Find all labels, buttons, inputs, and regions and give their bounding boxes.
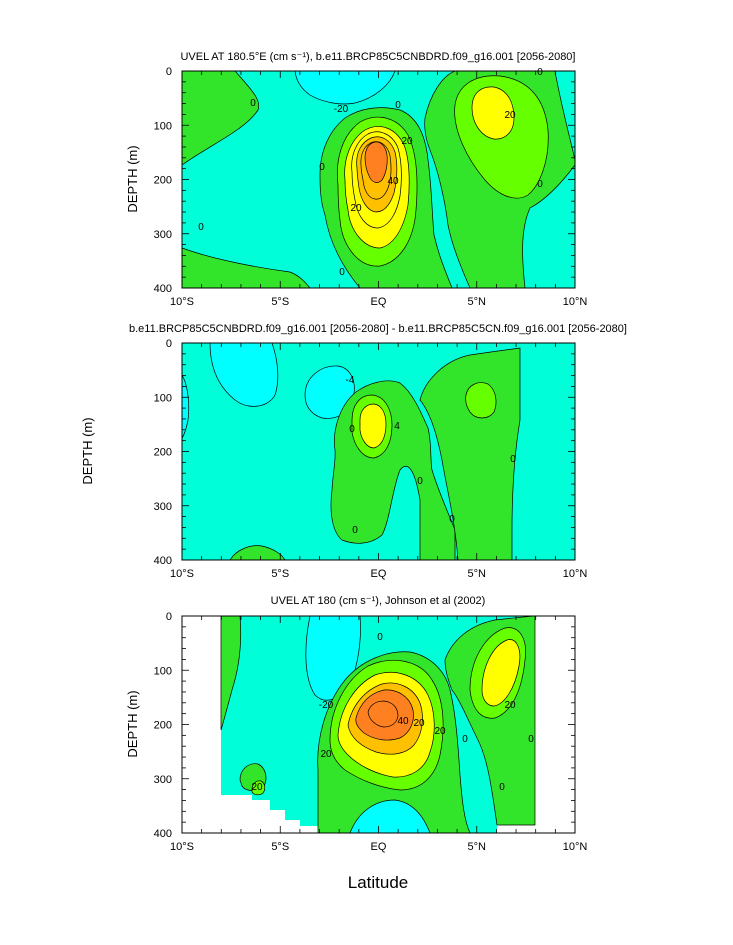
panel-3-ytick-label: 400: [154, 828, 172, 840]
panel-3-band-necc-yellow: [481, 639, 521, 707]
panel-2-band-lime-right: [465, 382, 497, 419]
panel-3-ylabel: DEPTH (m): [125, 690, 140, 757]
panel-3-band-left-green: [220, 616, 242, 731]
figure-xlabel: Latitude: [348, 873, 409, 892]
panel-2-ytick-label: 400: [154, 555, 172, 567]
panel-2-clabel-6: 0: [449, 514, 455, 525]
panel-1-xtick-label: 5°N: [468, 296, 487, 308]
panel-3-clabel-11: 20: [251, 782, 263, 793]
panel-1-clabel-12: 0: [537, 179, 543, 190]
panel-2-clabel-4: 0: [417, 476, 423, 487]
panel-2-ytick-label: 200: [154, 447, 172, 459]
panel-2-ylabel: DEPTH (m): [80, 417, 95, 484]
panel-3-ytick-label: 100: [154, 665, 172, 677]
panel-3-clabel-1: -20: [319, 700, 334, 711]
panel-3-xtick-label: 10°S: [170, 841, 194, 853]
panel-1-title: UVEL AT 180.5°E (cm s⁻¹), b.e11.BRCP85C5…: [180, 51, 575, 63]
panel-2-xtick-label: 10°S: [170, 568, 194, 580]
panel-3-band-euc-core: [367, 700, 399, 728]
panel-1-clabel-10: 20: [504, 110, 516, 121]
panel-3: UVEL AT 180 (cm s⁻¹), Johnson et al (200…: [125, 595, 587, 853]
panel-2-xtick-label: 10°N: [563, 568, 588, 580]
panel-2-clabel-3: 4: [394, 421, 400, 432]
panel-3-clabel-9: 0: [499, 782, 505, 793]
panel-3-ytick-label: 300: [154, 774, 172, 786]
panel-2-ytick-label: 0: [166, 338, 172, 350]
panel-1-clabel-2: 0: [250, 98, 256, 109]
panel-3-band-bottom-cyan: [349, 799, 431, 833]
panel-3-xtick-label: 10°N: [563, 841, 588, 853]
panel-3-xtick-label: 5°S: [271, 841, 289, 853]
panel-3-clabel-3: 20: [320, 749, 332, 760]
panel-2-clabel-1: -4: [346, 375, 355, 386]
panel-2-xtick-label: 5°S: [271, 568, 289, 580]
panel-2-ytick-label: 300: [154, 501, 172, 513]
panel-3-clabel-8: 0: [462, 734, 468, 745]
panel-1-clabel-5: 0: [198, 222, 204, 233]
panel-2-title: b.e11.BRCP85C5CNBDRD.f09_g16.001 [2056-2…: [129, 323, 627, 335]
panel-3-contour-field: [220, 616, 536, 833]
panel-2-clabel-7: 0: [510, 454, 516, 465]
panel-1-clabel-4: 0: [319, 162, 325, 173]
panel-1: UVEL AT 180.5°E (cm s⁻¹), b.e11.BRCP85C5…: [125, 51, 587, 308]
panel-3-clabel-5: 20: [413, 718, 425, 729]
panel-2-band-neg-edge: [182, 374, 190, 439]
panel-2: b.e11.BRCP85C5CNBDRD.f09_g16.001 [2056-2…: [80, 323, 627, 580]
panel-1-clabel-7: 20: [401, 136, 413, 147]
panel-2-clabel-2: 0: [349, 424, 355, 435]
panel-1-band-sec-cyan: [294, 71, 396, 105]
panel-1-ylabel: DEPTH (m): [125, 145, 140, 212]
panel-1-xtick-label: 5°S: [271, 296, 289, 308]
panel-2-band-neg-left: [209, 343, 279, 407]
panel-1-xtick-label: EQ: [371, 296, 387, 308]
panel-2-contour-labels: -4 0 4 0 0 0 0: [346, 375, 517, 536]
panel-3-contour-labels: -20 0 20 40 20 20 20 0 0 0 20: [251, 632, 534, 793]
panel-2-xtick-label: 5°N: [468, 568, 487, 580]
panel-1-clabel-1: -20: [334, 104, 349, 115]
panel-1-band-necc-yellow: [471, 86, 515, 140]
panel-3-clabel-2: 0: [377, 632, 383, 643]
panel-2-band-bottom-bump: [229, 545, 286, 560]
panel-2-band-yellow-core: [359, 403, 387, 449]
panel-1-clabel-3: 0: [395, 100, 401, 111]
panel-1-ytick-label: 0: [166, 66, 172, 78]
panel-3-ytick-label: 0: [166, 611, 172, 623]
panel-1-xtick-label: 10°S: [170, 296, 194, 308]
panel-1-xtick-label: 10°N: [563, 296, 588, 308]
panel-3-xtick-label: 5°N: [468, 841, 487, 853]
panel-3-clabel-4: 40: [397, 716, 409, 727]
panel-2-clabel-5: 0: [352, 525, 358, 536]
panel-1-contour-field: [182, 71, 575, 288]
panel-1-clabel-6: 0: [339, 267, 345, 278]
panel-1-clabel-9: 20: [350, 203, 362, 214]
panel-1-clabel-8: 40: [387, 176, 399, 187]
panel-3-clabel-10: 0: [528, 734, 534, 745]
panel-3-band-blob-lime: [251, 780, 266, 796]
panel-1-ytick-label: 300: [154, 229, 172, 241]
panel-3-xtick-label: EQ: [371, 841, 387, 853]
panel-1-band-left-bottom: [182, 247, 311, 288]
panel-1-ytick-label: 200: [154, 175, 172, 187]
panel-2-contour-field: [182, 343, 575, 560]
panel-1-ytick-label: 100: [154, 120, 172, 132]
panel-3-clabel-6: 20: [434, 726, 446, 737]
panel-1-clabel-11: 0: [537, 67, 543, 78]
panel-2-xtick-label: EQ: [371, 568, 387, 580]
panel-3-clabel-7: 20: [504, 700, 516, 711]
panel-1-band-left-top: [182, 71, 260, 166]
panel-3-title: UVEL AT 180 (cm s⁻¹), Johnson et al (200…: [271, 595, 486, 607]
panel-1-contour-labels: -20 0 0 0 0 0 20 40 20 20 0 0: [198, 67, 543, 278]
panel-2-ytick-label: 100: [154, 392, 172, 404]
panel-3-ytick-label: 200: [154, 720, 172, 732]
panel-1-ytick-label: 400: [154, 283, 172, 295]
panel-1-band-euc-core: [364, 141, 388, 183]
